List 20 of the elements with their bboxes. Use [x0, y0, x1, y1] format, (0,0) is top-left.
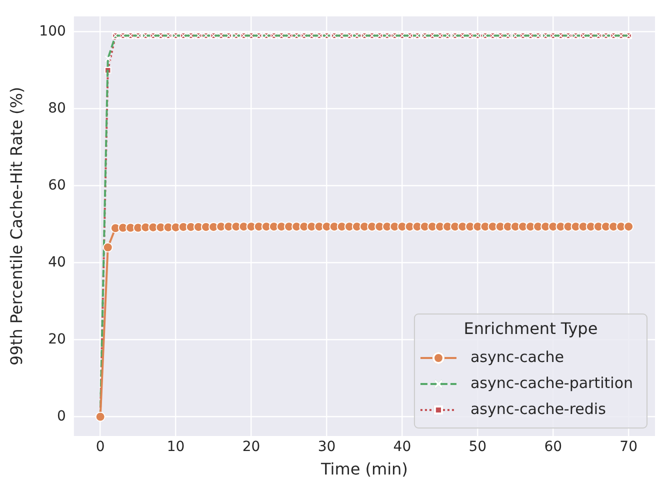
y-tick-label: 60	[48, 177, 66, 194]
x-tick-label: 70	[620, 439, 638, 456]
y-tick-label: 20	[48, 331, 66, 348]
y-tick-label: 40	[48, 254, 66, 270]
x-tick-label: 40	[393, 439, 412, 456]
y-axis-title: 99th Percentile Cache-Hit Rate (%)	[6, 86, 26, 366]
legend-label: async-cache	[470, 348, 564, 366]
legend-label: async-cache-partition	[470, 374, 633, 392]
x-tick-label: 10	[166, 439, 185, 456]
y-tick-label: 100	[39, 23, 66, 40]
x-tick-label: 0	[96, 439, 105, 456]
x-axis-title: Time (min)	[320, 460, 408, 479]
x-tick-label: 50	[468, 439, 487, 456]
x-tick-label: 60	[544, 439, 562, 456]
y-tick-label: 80	[48, 100, 66, 116]
legend-label: async-cache-redis	[470, 400, 606, 418]
legend-title: Enrichment Type	[464, 319, 598, 338]
y-tick-label: 0	[57, 408, 66, 424]
x-tick-label: 20	[242, 439, 260, 456]
x-tick-label: 30	[318, 439, 336, 456]
